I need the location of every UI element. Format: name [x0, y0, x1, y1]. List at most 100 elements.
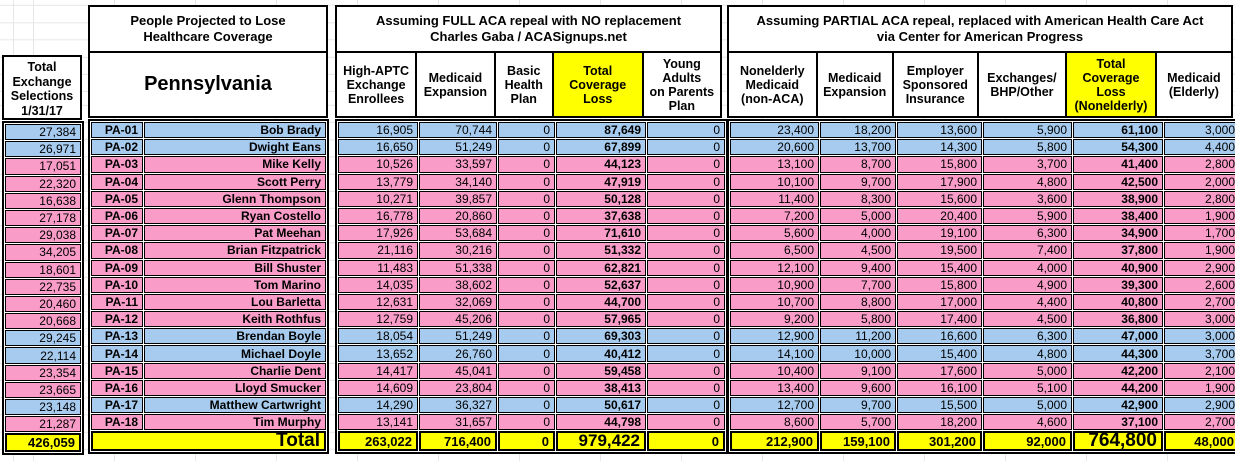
- partial-repeal-data-cell[interactable]: 23,400: [730, 122, 819, 139]
- full-repeal-data-cell[interactable]: 44,700: [556, 293, 646, 311]
- partial-repeal-total-cell[interactable]: 92,000: [983, 431, 1072, 452]
- partial-repeal-data-cell[interactable]: 3,700: [983, 156, 1072, 173]
- full-repeal-column-header[interactable]: Medicaid Expansion: [415, 53, 493, 116]
- partial-repeal-data-cell[interactable]: 9,700: [820, 173, 896, 190]
- partial-repeal-data-cell[interactable]: 42,200: [1073, 362, 1163, 379]
- partial-repeal-data-cell[interactable]: 4,400: [983, 293, 1072, 311]
- full-repeal-data-cell[interactable]: 44,123: [556, 156, 646, 173]
- full-repeal-data-cell[interactable]: 0: [647, 190, 725, 207]
- partial-repeal-data-cell[interactable]: 42,500: [1073, 173, 1163, 190]
- selections-cell[interactable]: 21,287: [5, 416, 81, 433]
- partial-repeal-data-cell[interactable]: 14,100: [730, 345, 819, 362]
- full-repeal-data-cell[interactable]: 51,338: [419, 259, 497, 276]
- full-repeal-data-cell[interactable]: 0: [647, 345, 725, 362]
- selections-cell[interactable]: 20,668: [5, 313, 81, 330]
- partial-repeal-data-cell[interactable]: 5,700: [820, 414, 896, 431]
- partial-repeal-data-cell[interactable]: 6,300: [983, 328, 1072, 345]
- partial-repeal-data-cell[interactable]: 1,900: [1164, 379, 1235, 396]
- full-repeal-data-cell[interactable]: 0: [498, 311, 555, 328]
- partial-repeal-data-cell[interactable]: 40,900: [1073, 259, 1163, 276]
- full-repeal-total-cell[interactable]: 979,422: [556, 431, 646, 452]
- partial-repeal-data-cell[interactable]: 14,300: [897, 139, 982, 156]
- partial-repeal-data-cell[interactable]: 15,600: [897, 190, 982, 207]
- partial-repeal-total-cell[interactable]: 159,100: [820, 431, 896, 452]
- full-repeal-data-cell[interactable]: 51,249: [419, 328, 497, 345]
- partial-repeal-data-cell[interactable]: 5,900: [983, 207, 1072, 225]
- selections-cell[interactable]: 29,038: [5, 227, 81, 244]
- partial-repeal-data-cell[interactable]: 10,100: [730, 173, 819, 190]
- partial-repeal-data-cell[interactable]: 19,500: [897, 242, 982, 259]
- selections-cell[interactable]: 22,320: [5, 175, 81, 192]
- full-repeal-data-cell[interactable]: 69,303: [556, 328, 646, 345]
- full-repeal-data-cell[interactable]: 0: [647, 276, 725, 293]
- full-repeal-data-cell[interactable]: 37,638: [556, 207, 646, 225]
- partial-repeal-data-cell[interactable]: 61,100: [1073, 122, 1163, 139]
- partial-repeal-data-cell[interactable]: 2,800: [1164, 190, 1235, 207]
- partial-repeal-data-cell[interactable]: 4,800: [983, 173, 1072, 190]
- district-cell[interactable]: PA-15: [91, 362, 143, 379]
- partial-repeal-data-cell[interactable]: 2,900: [1164, 259, 1235, 276]
- partial-repeal-data-cell[interactable]: 39,300: [1073, 276, 1163, 293]
- selections-cell[interactable]: 27,384: [5, 124, 81, 141]
- full-repeal-data-cell[interactable]: 0: [498, 242, 555, 259]
- partial-repeal-data-cell[interactable]: 10,700: [730, 293, 819, 311]
- partial-repeal-data-cell[interactable]: 6,300: [983, 225, 1072, 242]
- full-repeal-data-cell[interactable]: 87,649: [556, 122, 646, 139]
- partial-repeal-data-cell[interactable]: 2,600: [1164, 276, 1235, 293]
- full-repeal-data-cell[interactable]: 13,779: [338, 173, 418, 190]
- partial-repeal-data-cell[interactable]: 10,900: [730, 276, 819, 293]
- full-repeal-data-cell[interactable]: 0: [647, 207, 725, 225]
- full-repeal-data-cell[interactable]: 0: [498, 225, 555, 242]
- full-repeal-data-cell[interactable]: 38,413: [556, 379, 646, 396]
- full-repeal-data-cell[interactable]: 0: [647, 397, 725, 414]
- full-repeal-data-cell[interactable]: 0: [498, 276, 555, 293]
- partial-repeal-data-cell[interactable]: 2,000: [1164, 173, 1235, 190]
- selections-cell[interactable]: 20,460: [5, 295, 81, 313]
- district-cell[interactable]: PA-06: [91, 207, 143, 225]
- selections-cell[interactable]: 26,971: [5, 141, 81, 158]
- partial-repeal-data-cell[interactable]: 4,600: [983, 414, 1072, 431]
- people-projected-title-cell[interactable]: People Projected to Lose Healthcare Cove…: [90, 7, 326, 53]
- partial-repeal-data-cell[interactable]: 34,900: [1073, 225, 1163, 242]
- district-cell[interactable]: PA-10: [91, 276, 143, 293]
- full-repeal-data-cell[interactable]: 52,637: [556, 276, 646, 293]
- full-repeal-data-cell[interactable]: 10,526: [338, 156, 418, 173]
- full-repeal-data-cell[interactable]: 62,821: [556, 259, 646, 276]
- partial-repeal-data-cell[interactable]: 15,500: [897, 397, 982, 414]
- partial-repeal-data-cell[interactable]: 3,000: [1164, 311, 1235, 328]
- partial-repeal-data-cell[interactable]: 9,200: [730, 311, 819, 328]
- partial-repeal-data-cell[interactable]: 8,300: [820, 190, 896, 207]
- partial-repeal-data-cell[interactable]: 15,800: [897, 156, 982, 173]
- partial-repeal-total-cell[interactable]: 764,800: [1073, 431, 1163, 452]
- partial-repeal-data-cell[interactable]: 16,600: [897, 328, 982, 345]
- partial-repeal-data-cell[interactable]: 2,700: [1164, 414, 1235, 431]
- full-repeal-data-cell[interactable]: 12,631: [338, 293, 418, 311]
- partial-repeal-data-cell[interactable]: 10,000: [820, 345, 896, 362]
- partial-repeal-data-cell[interactable]: 9,600: [820, 379, 896, 396]
- full-repeal-data-cell[interactable]: 16,905: [338, 122, 418, 139]
- full-repeal-data-cell[interactable]: 36,327: [419, 397, 497, 414]
- full-repeal-data-cell[interactable]: 0: [498, 345, 555, 362]
- partial-repeal-data-cell[interactable]: 17,900: [897, 173, 982, 190]
- rep-name-cell[interactable]: Bob Brady: [144, 122, 326, 139]
- partial-repeal-data-cell[interactable]: 7,200: [730, 207, 819, 225]
- partial-repeal-data-cell[interactable]: 12,100: [730, 259, 819, 276]
- full-repeal-data-cell[interactable]: 0: [647, 122, 725, 139]
- district-cell[interactable]: PA-04: [91, 173, 143, 190]
- partial-repeal-data-cell[interactable]: 37,800: [1073, 242, 1163, 259]
- full-repeal-data-cell[interactable]: 0: [498, 259, 555, 276]
- full-repeal-title-cell[interactable]: Assuming FULL ACA repeal with NO replace…: [337, 7, 720, 53]
- full-repeal-data-cell[interactable]: 0: [498, 139, 555, 156]
- partial-repeal-column-header[interactable]: Medicaid Expansion: [815, 53, 892, 116]
- partial-repeal-data-cell[interactable]: 9,100: [820, 362, 896, 379]
- partial-repeal-data-cell[interactable]: 18,200: [897, 414, 982, 431]
- district-cell[interactable]: PA-05: [91, 190, 143, 207]
- partial-repeal-data-cell[interactable]: 2,700: [1164, 293, 1235, 311]
- selections-cell[interactable]: 23,148: [5, 399, 81, 416]
- partial-repeal-column-header[interactable]: Employer Sponsored Insurance: [891, 53, 977, 116]
- full-repeal-data-cell[interactable]: 0: [647, 156, 725, 173]
- full-repeal-data-cell[interactable]: 10,271: [338, 190, 418, 207]
- partial-repeal-column-header[interactable]: Exchanges/ BHP/Other: [976, 53, 1066, 116]
- full-repeal-data-cell[interactable]: 13,141: [338, 414, 418, 431]
- partial-repeal-data-cell[interactable]: 16,100: [897, 379, 982, 396]
